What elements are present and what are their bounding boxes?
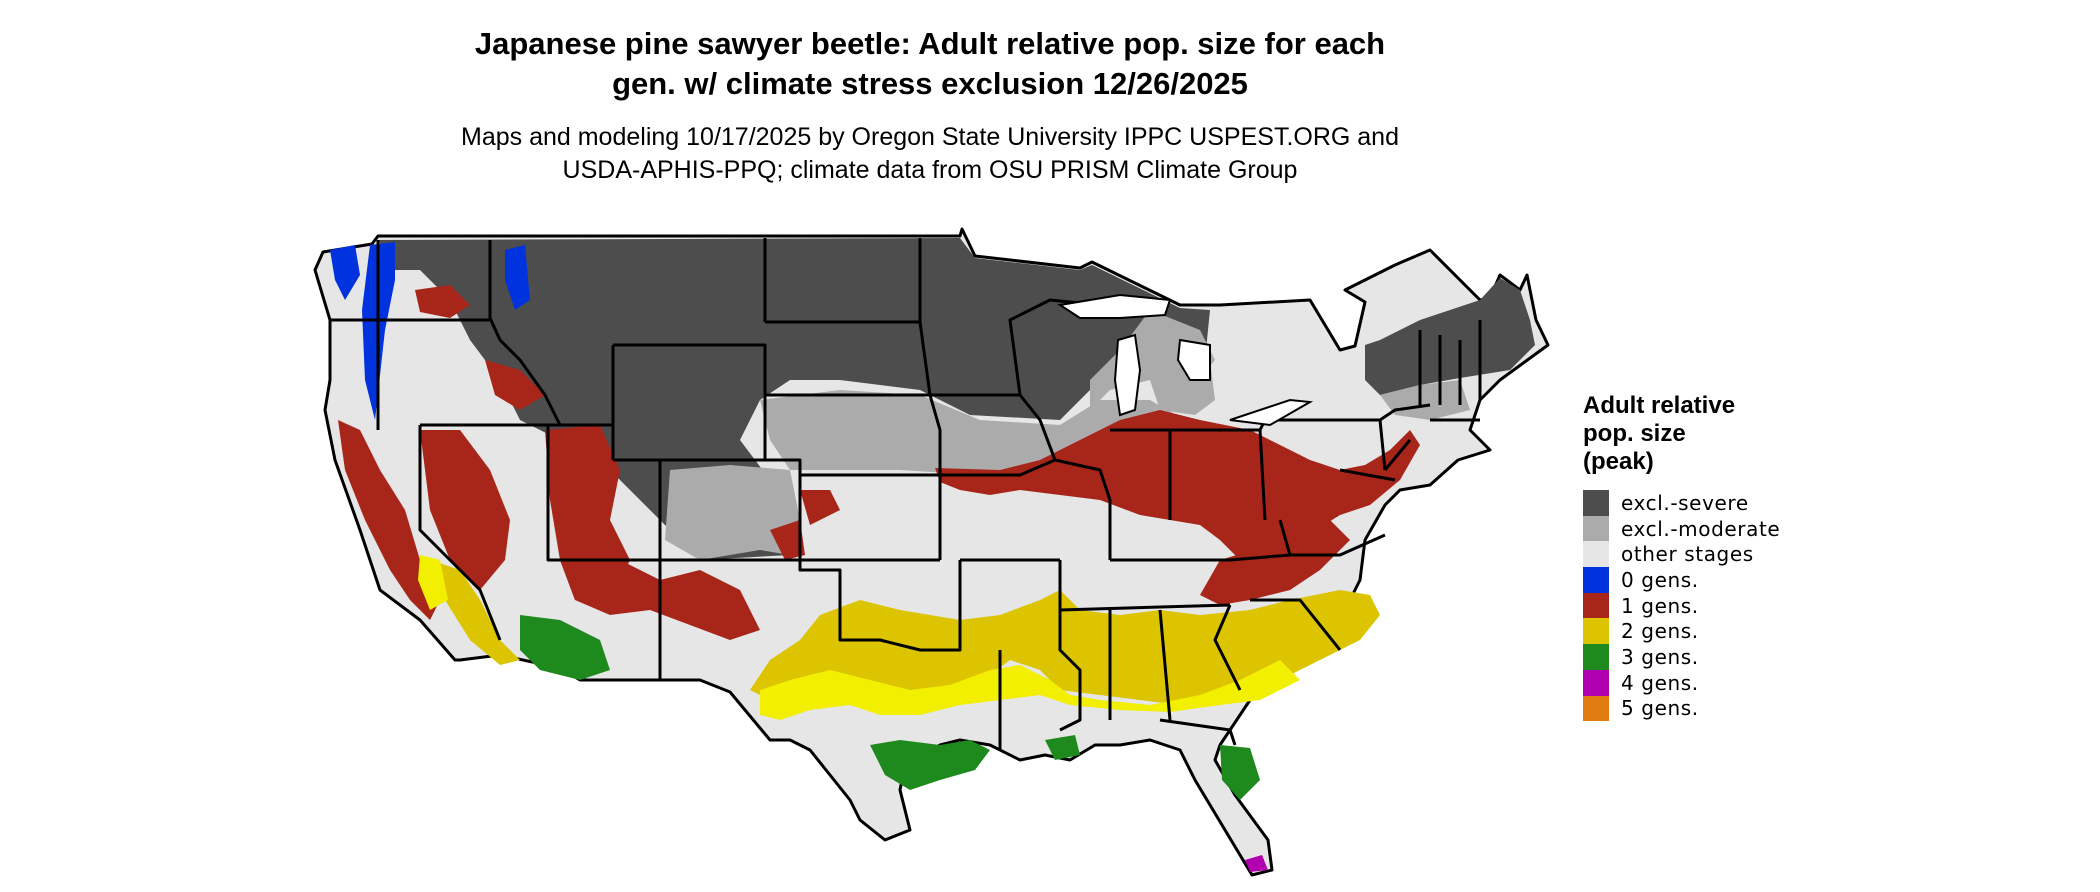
us-map bbox=[313, 227, 1550, 877]
zone-1-gens-kansas bbox=[800, 490, 840, 525]
zone-1-gens-idaho bbox=[485, 360, 545, 410]
lake-huron bbox=[1176, 338, 1211, 381]
legend-label: excl.-moderate bbox=[1621, 516, 1781, 541]
legend-swatch bbox=[1583, 515, 1609, 542]
lake-erie bbox=[1229, 398, 1314, 427]
lake-michigan bbox=[1113, 333, 1142, 417]
legend-swatch bbox=[1583, 618, 1609, 645]
legend-swatch bbox=[1583, 644, 1609, 670]
zone-excl-severe-northeast bbox=[1365, 278, 1535, 395]
legend-item-3-gens: 3 gens. bbox=[1583, 644, 1883, 670]
legend-title: Adult relative pop. size (peak) bbox=[1583, 392, 1883, 476]
zone-excl-moderate-co bbox=[665, 465, 800, 560]
legend-label: 1 gens. bbox=[1621, 593, 1699, 618]
legend-title-line-3: (peak) bbox=[1583, 448, 1654, 475]
legend-item-excl-severe: excl.-severe bbox=[1583, 490, 1883, 516]
zone-1-gens-appalachia bbox=[1200, 520, 1350, 605]
legend-label: excl.-severe bbox=[1621, 490, 1749, 515]
legend-title-line-1: Adult relative bbox=[1583, 392, 1736, 419]
zone-3-gens-texas-coast bbox=[870, 740, 990, 790]
legend-swatch bbox=[1583, 695, 1609, 722]
map-subtitle-line-2: USDA-APHIS-PPQ; climate data from OSU PR… bbox=[562, 156, 1298, 184]
map-title-line-1: Japanese pine sawyer beetle: Adult relat… bbox=[474, 26, 1386, 61]
zone-1-gens-midwest bbox=[935, 410, 1420, 560]
state-boundaries bbox=[330, 238, 1482, 750]
legend: Adult relative pop. size (peak) excl.-se… bbox=[1583, 392, 1883, 722]
legend-label: other stages bbox=[1621, 542, 1754, 567]
zone-1-gens-great-basin bbox=[420, 430, 510, 590]
legend-item-4-gens: 4 gens. bbox=[1583, 669, 1883, 696]
zone-3-gens-arizona bbox=[520, 615, 610, 680]
legend-item-5-gens: 5 gens. bbox=[1583, 695, 1883, 722]
legend-label: 2 gens. bbox=[1621, 619, 1699, 644]
lake-superior bbox=[1057, 293, 1172, 319]
legend-swatch bbox=[1583, 592, 1609, 619]
legend-item-other-stages: other stages bbox=[1583, 541, 1883, 568]
map-subtitle: Maps and modeling 10/17/2025 by Oregon S… bbox=[380, 121, 1480, 187]
legend-title-line-2: pop. size bbox=[1583, 420, 1686, 447]
zone-1-gens-california bbox=[338, 420, 440, 620]
legend-label: 4 gens. bbox=[1621, 670, 1699, 695]
zone-4-gens-florida-tip bbox=[1245, 855, 1268, 872]
zone-2-gens-sw-desert bbox=[430, 560, 520, 665]
zone-2-gens-southern-band-light bbox=[760, 660, 1300, 720]
legend-swatch bbox=[1583, 490, 1609, 516]
zone-3-gens-florida bbox=[1220, 745, 1260, 800]
legend-label: 3 gens. bbox=[1621, 644, 1699, 669]
zone-1-gens-co-front bbox=[770, 520, 805, 560]
legend-label: 5 gens. bbox=[1621, 696, 1699, 721]
legend-item-excl-moderate: excl.-moderate bbox=[1583, 515, 1883, 542]
legend-swatch bbox=[1583, 567, 1609, 593]
zone-1-gens-oregon bbox=[415, 285, 470, 318]
legend-item-1-gens: 1 gens. bbox=[1583, 592, 1883, 619]
legend-label: 0 gens. bbox=[1621, 567, 1699, 592]
legend-item-2-gens: 2 gens. bbox=[1583, 618, 1883, 645]
zone-excl-severe-north bbox=[378, 238, 1210, 560]
zone-0-gens-cascades bbox=[330, 245, 360, 300]
map-title: Japanese pine sawyer beetle: Adult relat… bbox=[380, 24, 1480, 104]
map-title-line-2: gen. w/ climate stress exclusion 12/26/2… bbox=[612, 66, 1248, 101]
map-subtitle-line-1: Maps and modeling 10/17/2025 by Oregon S… bbox=[461, 123, 1399, 151]
zone-0-gens-idaho bbox=[505, 245, 530, 310]
legend-swatch bbox=[1583, 669, 1609, 696]
zone-3-gens-louisiana bbox=[1045, 735, 1080, 760]
zone-2-gens-sw-desert-light bbox=[418, 555, 448, 610]
legend-item-0-gens: 0 gens. bbox=[1583, 567, 1883, 593]
legend-swatch bbox=[1583, 541, 1609, 568]
zone-1-gens-utah bbox=[545, 425, 630, 600]
